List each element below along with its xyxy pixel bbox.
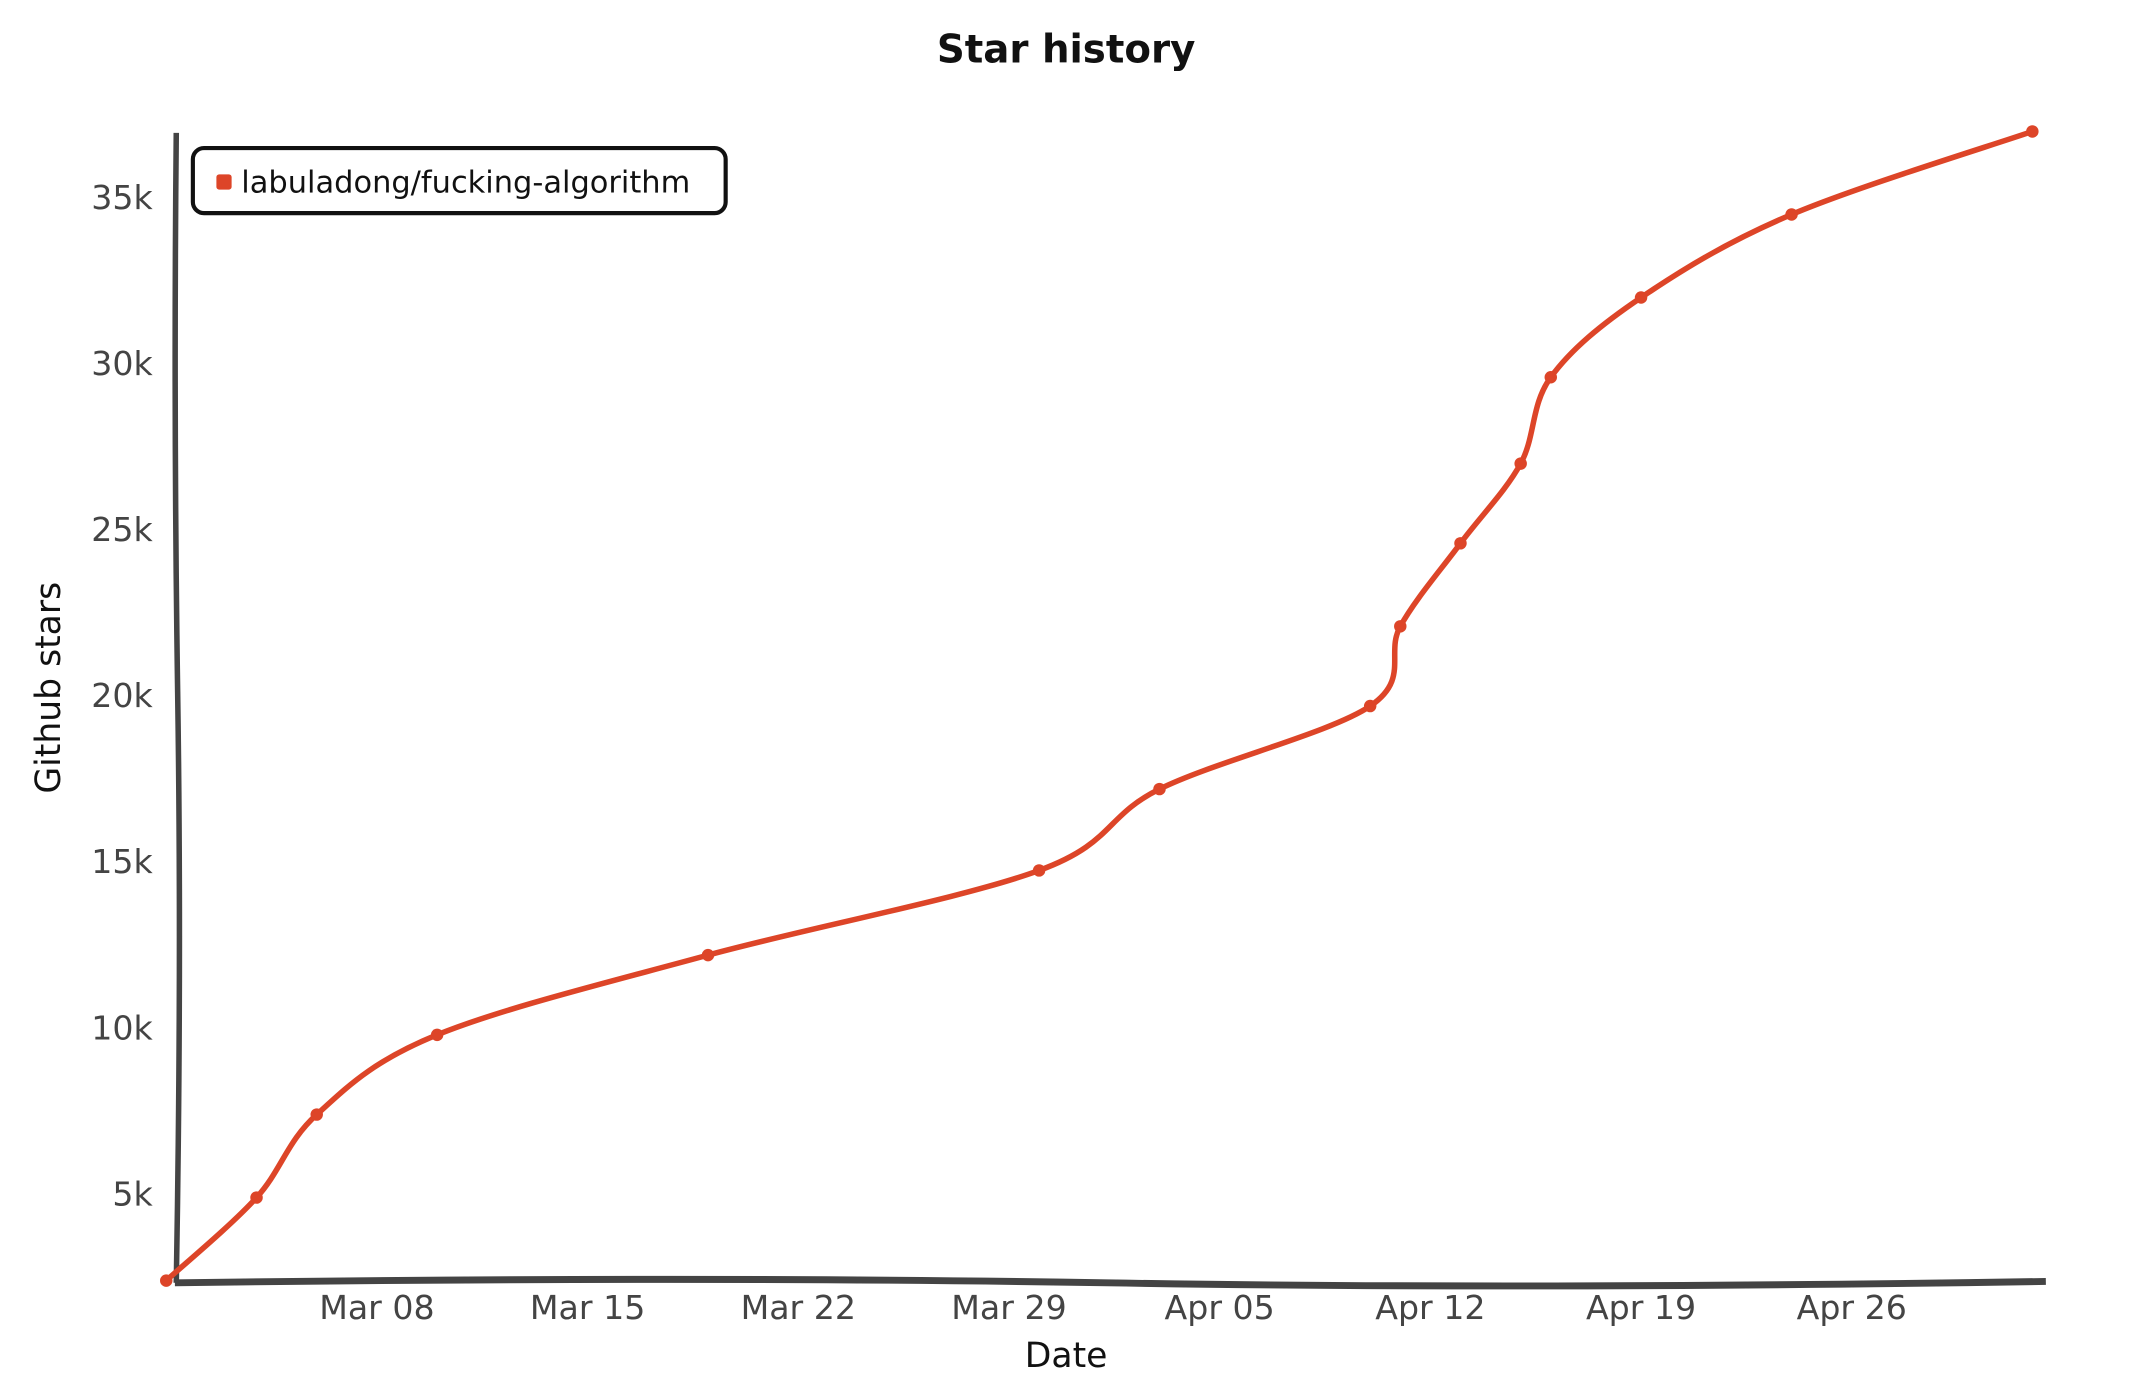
x-tick-label: Apr 05 xyxy=(1165,1288,1275,1327)
data-point xyxy=(1454,537,1467,550)
data-point xyxy=(1514,457,1527,470)
data-point xyxy=(310,1108,323,1121)
chart-title: Star history xyxy=(937,27,1196,72)
data-point xyxy=(1544,371,1558,384)
y-tick-label: 25k xyxy=(91,510,153,549)
x-tick-label: Mar 22 xyxy=(741,1288,856,1327)
x-axis-label: Date xyxy=(1025,1336,1108,1376)
series-line xyxy=(163,128,2036,1284)
data-point xyxy=(250,1191,263,1204)
data-point xyxy=(430,1028,444,1042)
y-tick-label: 5k xyxy=(112,1174,153,1213)
data-point xyxy=(1785,208,1798,221)
data-point xyxy=(2026,125,2039,138)
y-tick-label: 30k xyxy=(91,344,153,383)
data-point xyxy=(1394,620,1407,633)
y-tick-label: 20k xyxy=(91,676,153,715)
data-point xyxy=(701,948,715,962)
legend-box xyxy=(190,145,728,216)
legend-label: labuladong/fucking-algorithm xyxy=(241,165,690,200)
legend: labuladong/fucking-algorithm xyxy=(190,145,728,216)
y-axis-label: Github stars xyxy=(29,582,69,794)
y-tick-label: 35k xyxy=(91,178,153,217)
data-point xyxy=(1032,864,1046,877)
x-tick-label: Mar 15 xyxy=(530,1288,645,1327)
data-point xyxy=(1363,699,1377,713)
x-axis xyxy=(174,1275,2046,1290)
y-tick-label: 15k xyxy=(91,842,153,881)
x-tick-label: Mar 08 xyxy=(319,1288,434,1327)
x-tick-label: Apr 12 xyxy=(1375,1288,1485,1327)
data-point xyxy=(160,1274,173,1287)
y-tick-label: 10k xyxy=(91,1008,153,1047)
x-tick-label: Apr 19 xyxy=(1586,1288,1696,1327)
x-tick-label: Apr 26 xyxy=(1797,1288,1907,1327)
data-point xyxy=(1153,782,1166,796)
data-point xyxy=(1634,291,1648,304)
legend-swatch xyxy=(216,174,232,190)
x-tick-label: Mar 29 xyxy=(951,1288,1066,1327)
y-axis xyxy=(172,132,183,1283)
